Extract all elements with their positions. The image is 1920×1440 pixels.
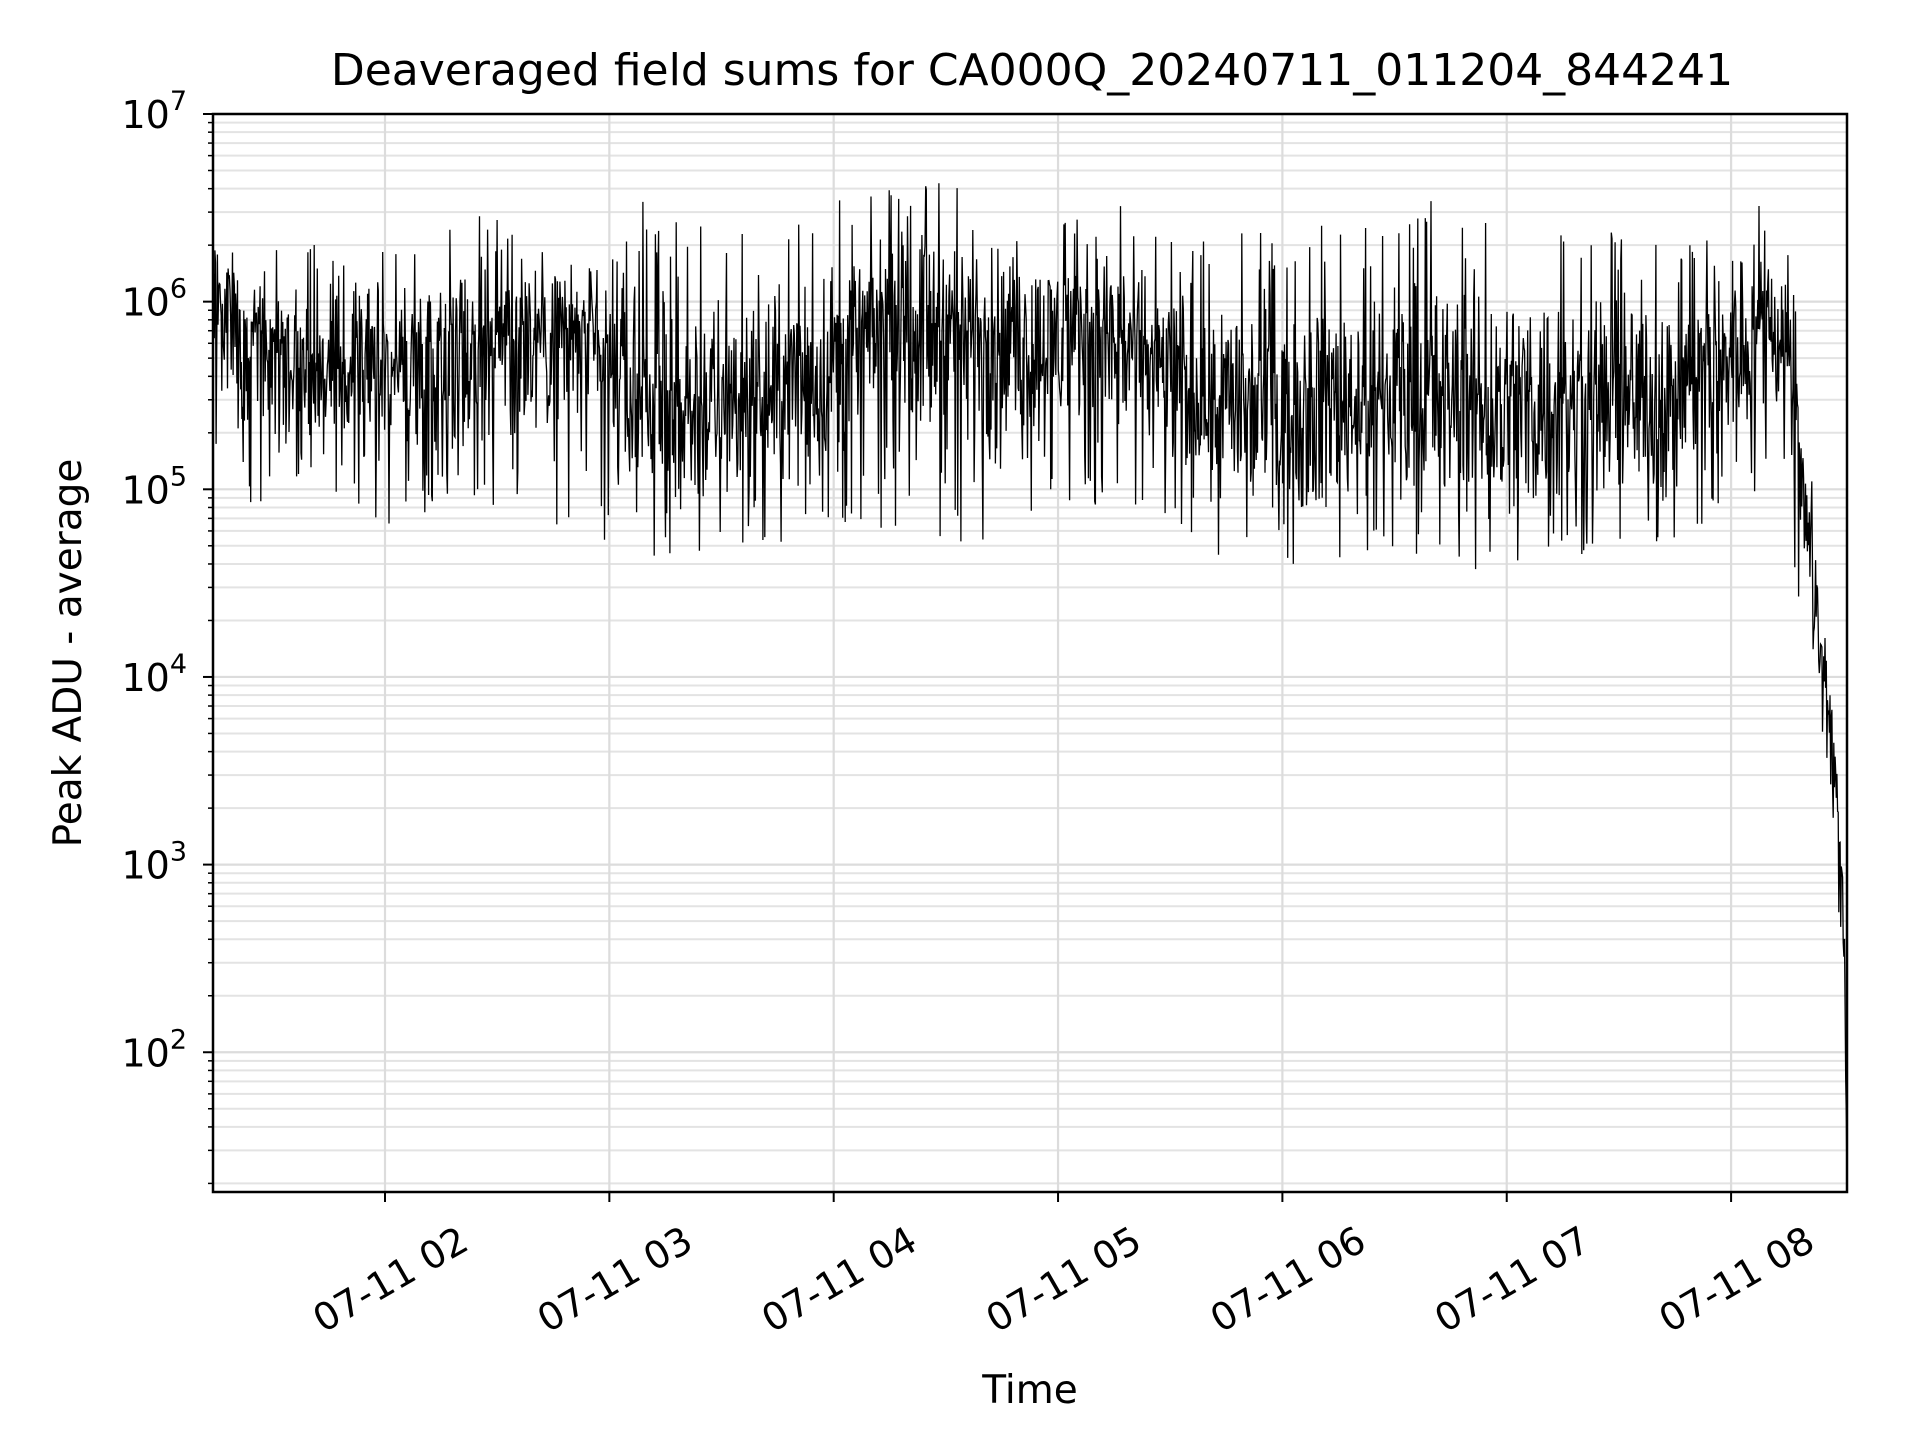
series-layer bbox=[212, 183, 1848, 1193]
y-axis-label: Peak ADU - average bbox=[46, 459, 91, 848]
y-axis: 102 103 104 105 106 107 bbox=[121, 86, 213, 1185]
plot-background bbox=[213, 114, 1847, 1192]
chart-title: Deaveraged field sums for CA000Q_2024071… bbox=[331, 45, 1733, 96]
series-line bbox=[212, 183, 1848, 1193]
y-tick-label: 104 bbox=[121, 649, 187, 700]
y-tick-label: 103 bbox=[121, 837, 187, 888]
y-tick-label: 105 bbox=[121, 461, 187, 512]
y-tick-label: 106 bbox=[121, 274, 187, 325]
plot-frame bbox=[211, 112, 1849, 1194]
y-tick-label: 102 bbox=[121, 1024, 187, 1075]
y-tick-label: 107 bbox=[121, 86, 187, 137]
plot-area bbox=[211, 112, 1849, 1194]
x-axis-label: Time bbox=[981, 1368, 1077, 1413]
